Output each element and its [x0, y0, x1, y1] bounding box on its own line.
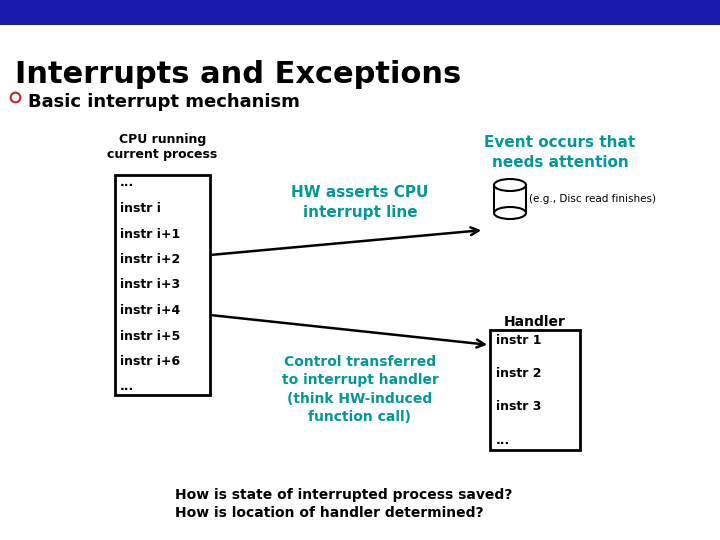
Text: instr 3: instr 3 [496, 400, 541, 413]
Bar [0, 0, 720, 25]
Text: instr i+1: instr i+1 [120, 227, 180, 240]
Text: CPU running
current process: CPU running current process [107, 133, 217, 161]
Text: Basic interrupt mechanism: Basic interrupt mechanism [28, 93, 300, 111]
Text: instr i+5: instr i+5 [120, 329, 180, 342]
Text: (e.g., Disc read finishes): (e.g., Disc read finishes) [529, 194, 656, 204]
Text: How is state of interrupted process saved?: How is state of interrupted process save… [175, 488, 513, 502]
Ellipse shape [494, 179, 526, 191]
Text: instr i: instr i [120, 202, 161, 215]
Text: How is location of handler determined?: How is location of handler determined? [175, 506, 484, 520]
Text: instr i+2: instr i+2 [120, 253, 180, 266]
Text: ...: ... [496, 434, 510, 447]
Text: instr i+4: instr i+4 [120, 304, 180, 317]
Text: Control transferred
to interrupt handler
(think HW-induced
function call): Control transferred to interrupt handler… [282, 355, 438, 424]
Text: instr 2: instr 2 [496, 367, 541, 380]
Text: instr 1: instr 1 [496, 334, 541, 347]
Bar [490, 330, 580, 450]
Text: Event occurs that
needs attention: Event occurs that needs attention [485, 135, 636, 170]
Text: ...: ... [120, 177, 134, 190]
Text: ...: ... [120, 381, 134, 394]
Text: Interrupts and Exceptions: Interrupts and Exceptions [15, 60, 462, 89]
Bar [115, 175, 210, 395]
Text: Handler: Handler [504, 315, 566, 329]
Text: HW asserts CPU
interrupt line: HW asserts CPU interrupt line [292, 185, 428, 220]
Ellipse shape [494, 207, 526, 219]
Text: instr i+6: instr i+6 [120, 355, 180, 368]
Text: instr i+3: instr i+3 [120, 279, 180, 292]
Bar [494, 185, 526, 213]
